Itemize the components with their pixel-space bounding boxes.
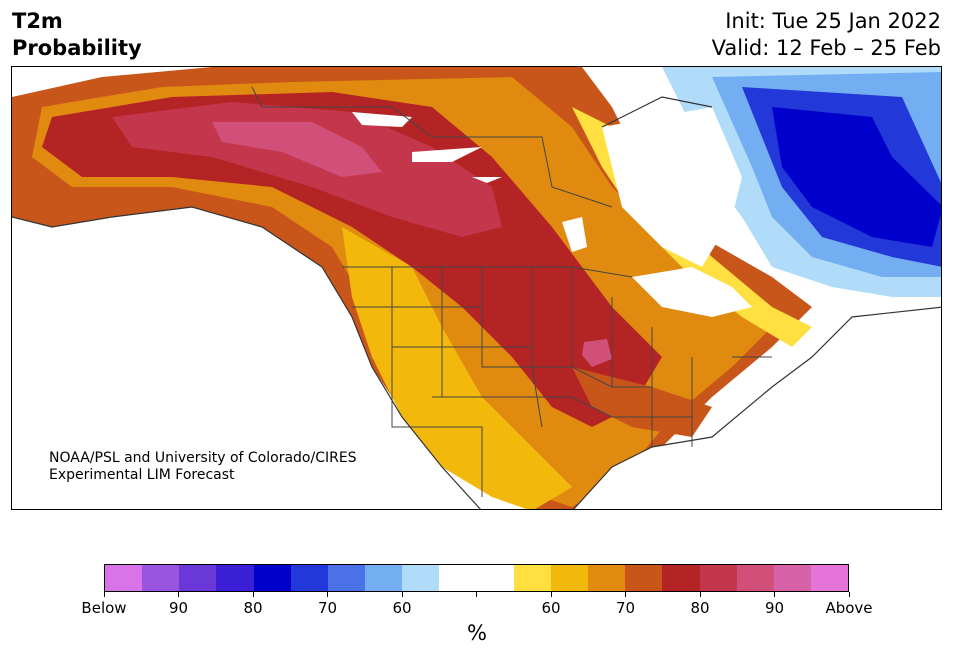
land-yellow-west [342,227,572,509]
land-neutral-white [602,107,742,267]
land-cold-deep [772,107,941,247]
colorbar-tick-label: 60 [541,599,561,617]
colorbar-tick [178,592,179,597]
ocean-pacific [12,207,481,509]
colorbar-swatch [588,565,626,591]
colorbar-swatch [625,565,663,591]
colorbar-swatch [402,565,440,591]
colorbar-tick-label: 70 [317,599,338,617]
colorbar-unit: % [467,621,487,645]
title-type: Probability [12,36,142,60]
colorbar-swatch [179,565,217,591]
credit-line-1: NOAA/PSL and University of Colorado/CIRE… [49,450,357,466]
land-pink-south [582,339,612,367]
map-title: T2m Probability [12,8,142,62]
land-red-core [42,92,662,427]
credit-text: NOAA/PSL and University of Colorado/CIRE… [49,450,357,484]
colorbar-swatch [773,565,811,591]
colorbar-swatch [365,565,403,591]
colorbar-swatch [736,565,774,591]
colorbar-tick [550,592,552,597]
colorbar-tick [476,592,477,597]
colorbar-swatch [105,565,143,591]
colorbar-swatch [142,565,180,591]
colorbar-tick-label: 90 [168,599,189,617]
colorbar-tick [774,592,775,597]
land-crimson [112,102,502,237]
map-canvas [12,67,941,509]
colorbar-tick-label: 90 [764,599,785,617]
init-date: Init: Tue 25 Jan 2022 [725,9,941,33]
colorbar-swatch [513,565,551,591]
colorbar-tick-label: 70 [615,599,636,617]
forecast-map [11,66,942,510]
colorbar-swatch [550,565,589,591]
colorbar-swatch [476,565,514,591]
forecast-dates: Init: Tue 25 Jan 2022 Valid: 12 Feb – 25… [712,8,941,62]
valid-period: Valid: 12 Feb – 25 Feb [711,36,941,60]
colorbar-tick-label: 60 [392,599,412,617]
colorbar-tick-label: Below [81,599,127,617]
colorbar-tick-label: 80 [690,599,710,617]
colorbar-swatch [439,565,477,591]
colorbar-tick [327,592,328,597]
colorbar-tick [699,592,701,597]
colorbar-swatch [699,565,737,591]
colorbar-tick-label: 80 [243,599,263,617]
colorbar-swatch [216,565,254,591]
colorbar-swatch [290,565,328,591]
colorbar-swatch [662,565,700,591]
colorbar-tick [625,592,626,597]
probability-colorbar [104,564,849,592]
title-variable: T2m [12,9,63,33]
land-pink [212,122,382,177]
colorbar-tick [401,592,403,597]
colorbar-swatch [327,565,366,591]
colorbar-swatch [810,565,849,591]
colorbar-tick [103,592,105,597]
coastline [12,96,941,509]
colorbar-tick [848,592,850,597]
credit-line-2: Experimental LIM Forecast [49,467,235,483]
colorbar-swatch [253,565,291,591]
colorbar-tick [252,592,254,597]
political-borders [251,86,772,497]
great-lakes [632,267,752,317]
ocean-atlantic-gulf [573,307,941,509]
colorbar-tick-label: Above [825,599,873,617]
